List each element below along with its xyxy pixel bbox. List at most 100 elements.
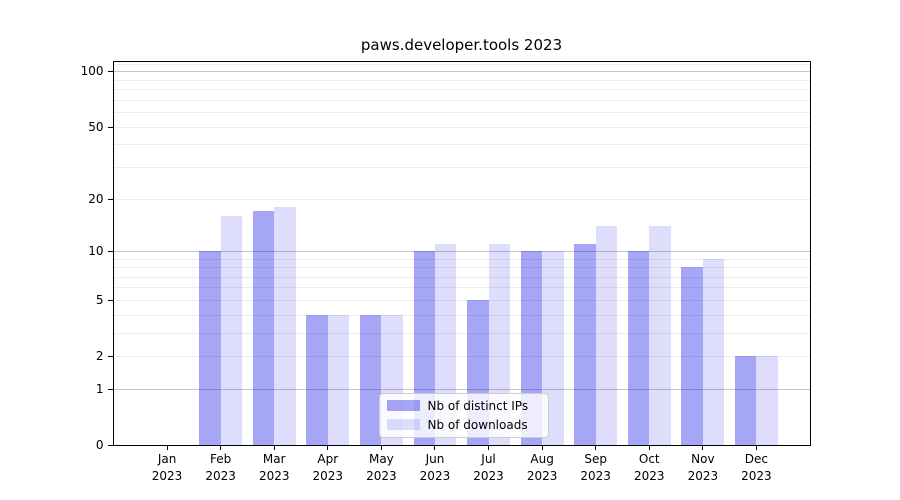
x-tick-label-dec: Dec 2023	[724, 451, 788, 484]
x-tick-mark	[541, 445, 543, 450]
x-tick-year: 2023	[419, 468, 451, 483]
minor-gridline	[113, 287, 810, 289]
x-tick-month: Feb	[210, 452, 232, 466]
x-tick-year: 2023	[580, 468, 611, 483]
minor-gridline	[113, 126, 810, 128]
legend-label-distinct-ips: Nb of distinct IPs	[427, 398, 529, 413]
x-tick-year: 2023	[473, 468, 504, 483]
bar-downloads-nov	[702, 258, 725, 445]
x-axis-spine	[113, 445, 810, 446]
x-tick-year: 2023	[526, 468, 558, 483]
minor-gridline	[113, 79, 810, 81]
x-tick-month: Mar	[262, 452, 286, 466]
x-tick-mark	[327, 445, 329, 450]
x-tick-label-jan: Jan 2023	[135, 451, 199, 484]
major-gridline	[113, 250, 810, 252]
x-tick-mark	[595, 445, 597, 450]
y-axis-spine	[112, 60, 114, 446]
bar-distinct-ips-dec	[734, 356, 757, 445]
x-tick-year: 2023	[687, 468, 719, 483]
x-tick-label-apr: Apr 2023	[296, 451, 360, 484]
minor-gridline	[113, 299, 810, 301]
x-tick-mark	[702, 445, 704, 450]
bar-downloads-sep	[595, 225, 618, 445]
y-tick-mark	[107, 198, 114, 200]
x-tick-mark	[273, 445, 275, 450]
legend-swatch-downloads	[386, 419, 420, 430]
y-tick-label: 5	[95, 292, 104, 307]
x-tick-month: Sep	[584, 452, 607, 466]
x-tick-year: 2023	[205, 468, 236, 483]
minor-gridline	[113, 314, 810, 316]
y-tick-label: 0	[95, 438, 104, 452]
x-tick-month: Apr	[317, 452, 339, 466]
bar-downloads-apr	[327, 314, 350, 445]
y-tick-label: 1	[95, 381, 104, 396]
x-tick-mark	[380, 445, 382, 450]
minor-gridline	[113, 112, 810, 114]
x-tick-mark	[166, 445, 168, 450]
x-tick-mark	[488, 445, 490, 450]
x-tick-label-nov: Nov 2023	[671, 451, 735, 484]
bar-downloads-mar	[274, 206, 296, 445]
bar-distinct-ips-may	[359, 314, 382, 445]
legend-item-distinct-ips: Nb of distinct IPs	[380, 397, 548, 415]
x-tick-label-aug: Aug 2023	[510, 451, 574, 484]
bar-distinct-ips-nov	[681, 267, 703, 445]
minor-gridline	[113, 144, 810, 146]
x-tick-mark	[648, 445, 650, 450]
x-tick-label-jul: Jul 2023	[457, 451, 521, 484]
y-tick-mark	[107, 71, 114, 73]
x-tick-label-oct: Oct 2023	[617, 451, 681, 484]
legend-swatch-distinct-ips	[386, 400, 420, 411]
x-tick-month: May	[368, 452, 394, 466]
x-tick-year: 2023	[312, 468, 344, 483]
x-tick-mark	[755, 445, 757, 450]
x-tick-month: Oct	[638, 452, 660, 466]
x-tick-year: 2023	[741, 468, 772, 483]
bar-distinct-ips-feb	[199, 250, 221, 445]
y-tick-mark	[107, 356, 114, 358]
minor-gridline	[113, 356, 810, 358]
minor-gridline	[113, 89, 810, 91]
top-spine	[113, 60, 810, 62]
minor-gridline	[113, 276, 810, 278]
minor-gridline	[113, 332, 810, 334]
y-tick-label: 10	[88, 243, 104, 258]
x-tick-mark	[434, 445, 436, 450]
x-tick-year: 2023	[151, 468, 183, 483]
y-tick-mark	[107, 445, 114, 446]
x-tick-label-jun: Jun 2023	[403, 451, 467, 484]
legend-item-downloads: Nb of downloads	[380, 416, 548, 434]
minor-gridline	[113, 258, 810, 260]
y-tick-label: 100	[80, 64, 104, 79]
y-tick-mark	[107, 388, 114, 390]
x-tick-month: Jun	[425, 452, 445, 466]
bar-distinct-ips-oct	[627, 250, 650, 445]
bar-downloads-feb	[220, 215, 243, 445]
x-tick-year: 2023	[258, 468, 290, 483]
y-tick-label: 20	[88, 191, 104, 206]
plot-area: 100 50 20 10 5 2 1 0 Jan 2023 Feb 2023 Mar 2023 Apr 20…	[81, 60, 811, 483]
minor-gridline	[113, 167, 810, 168]
x-tick-month: Nov	[691, 452, 715, 466]
minor-gridline	[113, 267, 810, 269]
minor-gridline	[113, 63, 810, 65]
x-tick-month: Aug	[530, 452, 554, 466]
y-tick-label: 2	[95, 349, 104, 364]
y-tick-mark	[107, 126, 114, 128]
x-tick-month: Jul	[481, 452, 496, 466]
bar-downloads-dec	[756, 356, 778, 445]
x-tick-label-sep: Sep 2023	[564, 451, 628, 484]
bar-downloads-oct	[649, 225, 671, 445]
right-spine	[810, 60, 811, 446]
x-tick-year: 2023	[633, 468, 665, 483]
y-tick-mark	[107, 299, 114, 301]
x-tick-year: 2023	[366, 468, 397, 483]
legend: Nb of distinct IPs Nb of downloads	[378, 392, 549, 438]
x-tick-label-feb: Feb 2023	[189, 451, 253, 484]
y-tick-mark	[107, 250, 114, 252]
major-gridline	[113, 71, 810, 73]
minor-gridline	[113, 99, 810, 101]
